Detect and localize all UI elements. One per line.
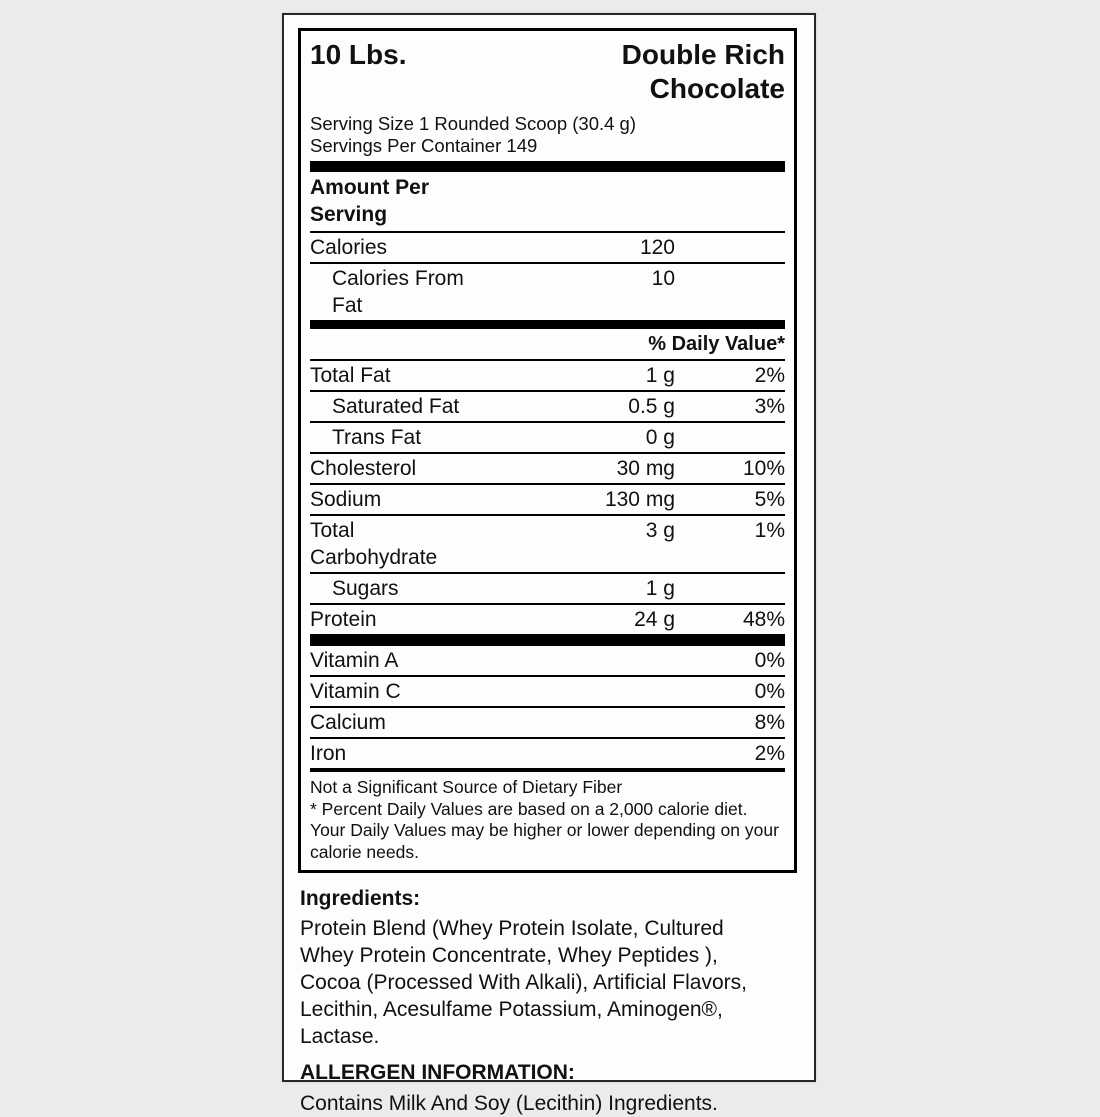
table-row: Cholesterol 30 mg 10%	[310, 454, 785, 485]
label-header: 10 Lbs. Double Rich Chocolate	[310, 38, 785, 106]
nutrient-label: Vitamin A	[310, 649, 399, 672]
nutrient-amount: 120	[639, 236, 675, 259]
nutrient-daily-value: 2%	[754, 364, 785, 387]
nutrient-rows: Total Fat 1 g 2% Saturated Fat 0.5 g 3% …	[310, 361, 785, 634]
nutrient-daily-value: 0%	[754, 649, 785, 672]
nutrient-label: Sugars	[332, 577, 399, 600]
product-weight: 10 Lbs.	[310, 39, 407, 70]
product-flavor: Double Rich Chocolate	[622, 38, 785, 106]
nutrient-amount: 0 g	[645, 426, 675, 449]
allergen-text: Contains Milk And Soy (Lecithin) Ingredi…	[300, 1092, 718, 1115]
table-row: Calcium 8%	[310, 708, 785, 739]
amount-per-serving-heading: Amount Per Serving	[310, 172, 785, 233]
divider-bar-thick	[310, 320, 785, 329]
serving-size: Serving Size 1 Rounded Scoop (30.4 g)	[310, 113, 637, 134]
nutrition-facts-box: 10 Lbs. Double Rich Chocolate Serving Si…	[298, 28, 797, 873]
nutrient-amount: 3 g	[645, 519, 675, 542]
footnote: Not a Significant Source of Dietary Fibe…	[310, 772, 785, 863]
nutrient-label: Total Carbohydrate	[310, 519, 438, 569]
serving-info: Serving Size 1 Rounded Scoop (30.4 g) Se…	[310, 113, 785, 157]
product-flavor-line1: Double Rich	[621, 39, 785, 70]
nutrient-amount: 0.5 g	[628, 395, 675, 418]
table-row: Protein 24 g 48%	[310, 605, 785, 634]
nutrient-label: Sodium	[310, 488, 382, 511]
nutrient-daily-value: 2%	[754, 742, 785, 765]
nutrient-daily-value: 1%	[754, 519, 785, 542]
calories-rows: Calories 120 Calories From Fat 10	[310, 233, 785, 320]
allergen-heading: ALLERGEN INFORMATION:	[300, 1061, 575, 1084]
amount-per-line1: Amount Per	[310, 176, 430, 199]
nutrient-daily-value: 0%	[754, 680, 785, 703]
ingredients-heading: Ingredients:	[300, 887, 421, 910]
ingredients-text: Protein Blend (Whey Protein Isolate, Cul…	[300, 917, 747, 1048]
table-row: Iron 2%	[310, 739, 785, 768]
nutrient-amount: 1 g	[645, 364, 675, 387]
ingredients-section: Ingredients: Protein Blend (Whey Protein…	[300, 885, 796, 1117]
table-row: Total Carbohydrate 3 g 1%	[310, 516, 785, 574]
fiber-note: Not a Significant Source of Dietary Fibe…	[310, 777, 623, 797]
nutrient-label: Calories From Fat	[332, 267, 464, 317]
nutrient-amount: 10	[651, 267, 675, 290]
nutrient-label: Protein	[310, 608, 377, 631]
daily-value-header: % Daily Value*	[310, 329, 785, 361]
vitamin-rows: Vitamin A 0% Vitamin C 0% Calcium 8%	[310, 646, 785, 768]
amount-per-line2: Serving	[310, 203, 388, 226]
nutrient-label: Calcium	[310, 711, 386, 734]
table-row: Saturated Fat 0.5 g 3%	[310, 392, 785, 423]
product-flavor-line2: Chocolate	[649, 73, 785, 104]
divider-bar-thin	[310, 768, 785, 772]
nutrient-amount: 24 g	[634, 608, 675, 631]
divider-bar-thick	[310, 161, 785, 172]
servings-per-container: Servings Per Container 149	[310, 135, 538, 156]
nutrient-label: Cholesterol	[310, 457, 417, 480]
table-row: Vitamin C 0%	[310, 677, 785, 708]
nutrient-daily-value: 48%	[742, 608, 785, 631]
nutrient-daily-value: 3%	[754, 395, 785, 418]
nutrient-amount: 30 mg	[616, 457, 675, 480]
table-row: Trans Fat 0 g	[310, 423, 785, 454]
divider-bar-thick	[310, 634, 785, 646]
nutrient-label: Trans Fat	[332, 426, 422, 449]
nutrient-daily-value: 5%	[754, 488, 785, 511]
table-row: Total Fat 1 g 2%	[310, 361, 785, 392]
table-row: Calories 120	[310, 233, 785, 264]
nutrient-label: Iron	[310, 742, 347, 765]
nutrient-daily-value: 10%	[742, 457, 785, 480]
nutrition-label-card: 10 Lbs. Double Rich Chocolate Serving Si…	[282, 13, 816, 1115]
nutrient-label: Vitamin C	[310, 680, 401, 703]
daily-value-note: * Percent Daily Values are based on a 2,…	[310, 798, 779, 862]
nutrient-amount: 130 mg	[604, 488, 675, 511]
table-row: Calories From Fat 10	[310, 264, 785, 320]
table-row: Sugars 1 g	[310, 574, 785, 605]
nutrient-daily-value: 8%	[754, 711, 785, 734]
nutrient-label: Saturated Fat	[332, 395, 460, 418]
nutrient-amount: 1 g	[645, 577, 675, 600]
table-row: Sodium 130 mg 5%	[310, 485, 785, 516]
nutrient-label: Calories	[310, 236, 388, 259]
nutrient-label: Total Fat	[310, 364, 391, 387]
table-row: Vitamin A 0%	[310, 646, 785, 677]
